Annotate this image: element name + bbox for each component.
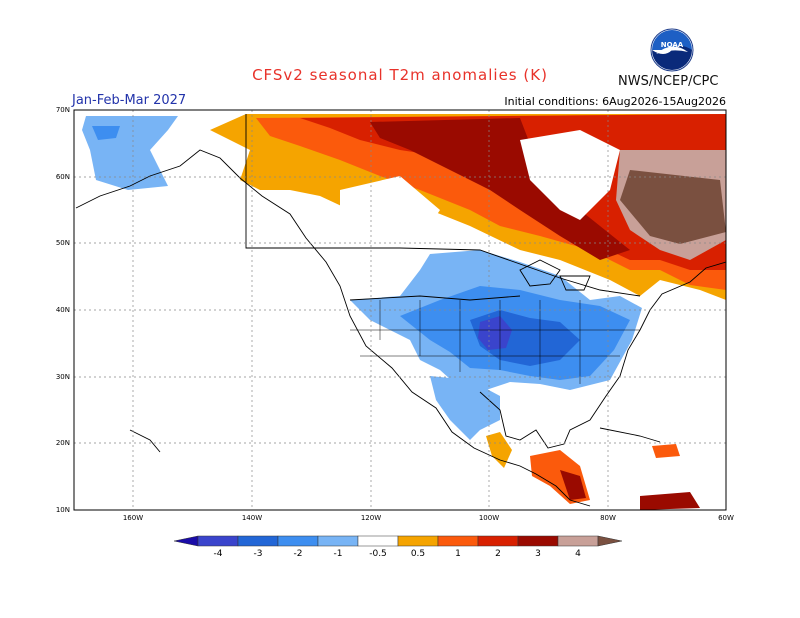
south-america-warm (640, 492, 700, 510)
colorbar-bin-8 (477, 535, 519, 547)
lon-label-80w: 80W (600, 514, 616, 522)
colorbar-label-6: 1 (455, 549, 461, 559)
colorbar-label-5: 0.5 (411, 549, 425, 559)
lat-label-30n: 30N (56, 373, 70, 381)
map-frame (73, 109, 727, 511)
lon-label-140w: 140W (242, 514, 262, 522)
agency-label: NWS/NCEP/CPC (618, 74, 719, 89)
near-normal-west-canada (340, 176, 440, 250)
colorbar-label-1: -3 (254, 549, 263, 559)
colorbar (173, 535, 623, 547)
svg-text:NOAA: NOAA (661, 41, 684, 49)
colorbar-bin-10 (557, 535, 599, 547)
mexico-cool-region (430, 376, 500, 440)
colorbar-label-9: 4 (575, 549, 581, 559)
mexico-warm-spot (486, 432, 512, 468)
colorbar-bin-4 (317, 535, 359, 547)
colorbar-bin-6 (397, 535, 439, 547)
colorbar-bin-7 (437, 535, 479, 547)
lat-label-20n: 20N (56, 439, 70, 447)
warm-core-canada (370, 118, 630, 260)
colorbar-bin-3 (277, 535, 319, 547)
colorbar-bin-1 (197, 535, 239, 547)
colorbar-label-2: -2 (294, 549, 303, 559)
lat-label-70n: 70N (56, 106, 70, 114)
latitude-labels: 70N 60N 50N 40N 30N 20N 10N (56, 106, 70, 514)
lon-label-60w: 60W (718, 514, 734, 522)
noaa-logo-icon: NOAA (650, 28, 694, 72)
colorbar-bin-9 (517, 535, 559, 547)
colorbar-label-7: 2 (495, 549, 501, 559)
anomaly-field (74, 110, 726, 510)
lon-label-120w: 120W (361, 514, 381, 522)
longitude-labels: 160W 140W 120W 100W 80W 60W (123, 514, 734, 522)
warm-max-quebec (620, 170, 726, 244)
colorbar-labels: -4 -3 -2 -1 -0.5 0.5 1 2 3 4 (214, 549, 582, 559)
colorbar-bin-5 (357, 535, 399, 547)
caribbean-warm (652, 444, 680, 458)
lat-label-40n: 40N (56, 306, 70, 314)
colorbar-label-4: -0.5 (369, 549, 387, 559)
us-cool-core (478, 316, 512, 350)
map-title: CFSv2 seasonal T2m anomalies (K) (252, 66, 548, 84)
lat-label-10n: 10N (56, 506, 70, 514)
colorbar-label-0: -4 (214, 549, 223, 559)
gridlines (74, 110, 726, 510)
colorbar-bin-0 (173, 535, 199, 547)
lon-label-100w: 100W (479, 514, 499, 522)
colorbar-bin-2 (237, 535, 279, 547)
alaska-cool-core (92, 126, 120, 140)
lon-label-160w: 160W (123, 514, 143, 522)
central-america-core (560, 470, 586, 500)
lat-label-60n: 60N (56, 173, 70, 181)
lat-label-50n: 50N (56, 239, 70, 247)
forecast-period: Jan-Feb-Mar 2027 (72, 93, 187, 108)
colorbar-label-8: 3 (535, 549, 541, 559)
state-borders (350, 300, 640, 384)
near-normal-hudson-bay (520, 130, 620, 220)
colorbar-bin-11 (597, 535, 623, 547)
initial-conditions: Initial conditions: 6Aug2026-15Aug2026 (504, 95, 726, 108)
colorbar-label-3: -1 (334, 549, 343, 559)
coastlines (75, 114, 726, 507)
warm-band-darkred (300, 114, 726, 270)
